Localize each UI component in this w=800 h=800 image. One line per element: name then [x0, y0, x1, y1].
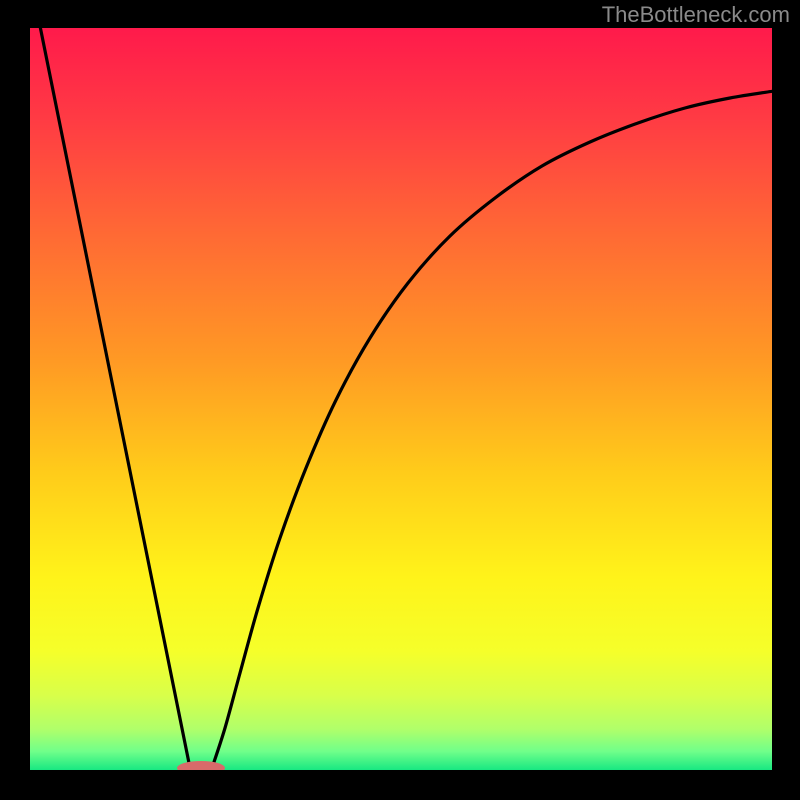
curve-layer: [30, 28, 772, 770]
plot-area: [30, 28, 772, 770]
chart-frame: TheBottleneck.com: [0, 0, 800, 800]
curve-left-branch: [40, 28, 190, 768]
optimal-marker: [177, 761, 225, 770]
curve-right-branch: [212, 91, 772, 768]
watermark-text: TheBottleneck.com: [602, 2, 790, 28]
